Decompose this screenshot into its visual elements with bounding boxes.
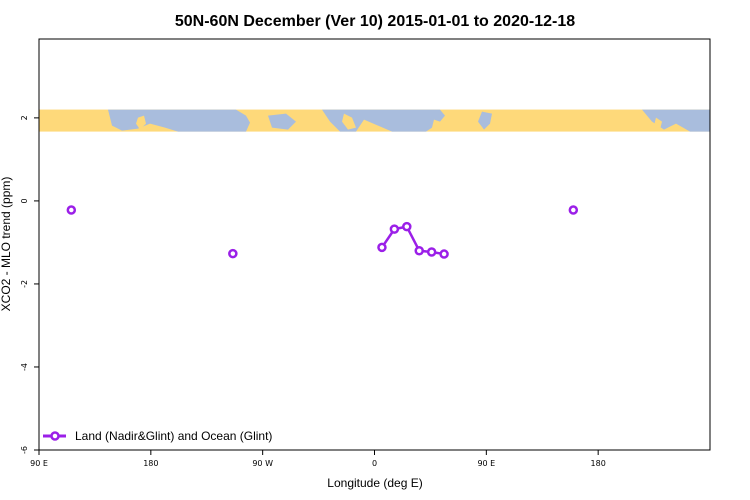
map-island-kamchatka [136,115,146,130]
series-layer [66,205,579,259]
legend: Land (Nadir&Glint) and Ocean (Glint) [43,429,272,443]
x-tick-label: 90 E [477,459,495,468]
y-axis-label: XCO2 - MLO trend (ppm) [0,177,13,312]
map-ocean-pacific-west [108,109,200,132]
x-axis-label: Longitude (deg E) [327,476,422,490]
data-point [228,248,238,259]
data-point [426,247,437,257]
y-tick-label: -4 [20,363,29,371]
data-point [66,205,77,215]
x-tick-label: 180 [591,459,606,468]
data-point [377,242,387,253]
y-axis: 2 0 -2 -4 -6 [20,115,39,454]
y-tick-label: 0 [20,198,29,203]
map-island-labrador [342,113,356,130]
x-tick-label: 90 E [30,459,48,468]
x-tick-label: 90 W [252,459,273,468]
data-point [568,205,579,215]
legend-label: Land (Nadir&Glint) and Ocean (Glint) [75,429,272,443]
y-tick-label: -2 [20,280,29,288]
map-island-sakhalin [654,117,662,130]
data-point [389,224,400,234]
y-tick-label: -6 [20,446,29,454]
map-island-british-isles [432,119,440,130]
legend-marker-swatch [50,431,60,441]
x-tick-label: 0 [372,459,377,468]
y-tick-label: 2 [20,115,29,120]
x-tick-label: 180 [143,459,158,468]
data-point [402,221,412,232]
world-map-strip [39,109,710,132]
x-axis: 90 E 180 90 W 0 90 E 180 [30,450,606,468]
map-ocean-baltic [478,111,492,130]
chart-title: 50N-60N December (Ver 10) 2015-01-01 to … [175,13,575,30]
map-ocean-hudson-bay [268,113,296,130]
data-point [414,245,424,256]
data-point [439,249,449,259]
map-ocean-pacific-east [200,109,250,132]
